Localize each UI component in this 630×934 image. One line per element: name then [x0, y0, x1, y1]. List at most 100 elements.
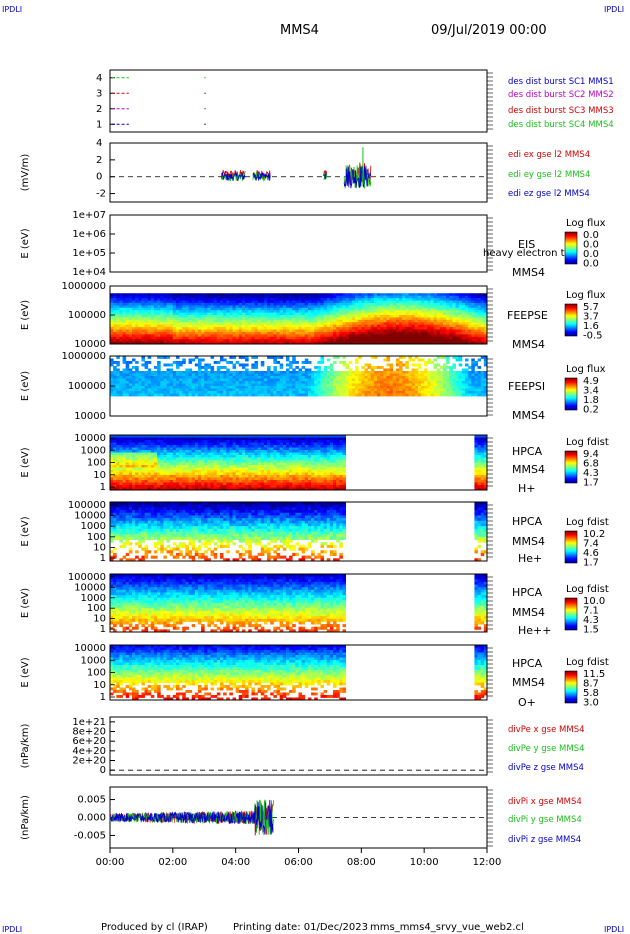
- heatmap-cell: [163, 305, 167, 309]
- heatmap-cell: [172, 327, 177, 330]
- heatmap-cell: [358, 312, 362, 316]
- heatmap-cell: [144, 341, 149, 345]
- heatmap-cell: [436, 356, 441, 359]
- heatmap-cell: [131, 480, 136, 483]
- heatmap-cell: [320, 341, 325, 345]
- heatmap-cell: [182, 373, 186, 377]
- heatmap-cell: [135, 317, 139, 321]
- heatmap-cell: [314, 381, 318, 384]
- heatmap-cell: [323, 322, 328, 326]
- heatmap-cell: [458, 327, 463, 330]
- heatmap-cell: [172, 440, 177, 443]
- heatmap-cell: [238, 373, 243, 377]
- heatmap-cell: [141, 378, 145, 382]
- heatmap-cell: [311, 317, 315, 321]
- feepsi-colorbar-tick: 3.4: [583, 386, 599, 397]
- heatmap-cell: [116, 445, 120, 448]
- heatmap-cell: [119, 319, 123, 323]
- heatmap-cell: [326, 381, 331, 384]
- heatmap-cell: [248, 300, 252, 304]
- heatmap-cell: [226, 307, 230, 311]
- heatmap-cell: [458, 334, 463, 338]
- heatmap-cell: [131, 300, 136, 304]
- heatmap-cell: [138, 470, 142, 473]
- heatmap-cell: [135, 472, 139, 476]
- heatmap-cell: [122, 312, 127, 316]
- heatmap-cell: [452, 386, 456, 389]
- heatmap-cell: [298, 302, 303, 306]
- heatmap-cell: [229, 336, 233, 340]
- heatmap-cell: [424, 324, 428, 328]
- heatmap-cell: [116, 472, 120, 476]
- heatmap-cell: [408, 317, 412, 321]
- heatmap-cell: [402, 317, 406, 321]
- heatmap-cell: [166, 319, 171, 323]
- heatmap-cell: [285, 298, 290, 301]
- heatmap-cell: [471, 386, 475, 389]
- heatmap-cell: [223, 470, 227, 473]
- heatmap-cell: [223, 450, 227, 453]
- heatmap-cell: [433, 376, 438, 379]
- heatmap-cell: [383, 381, 387, 384]
- heatmap-cell: [427, 317, 431, 321]
- heatmap-cell: [314, 305, 318, 309]
- heatmap-cell: [270, 339, 274, 342]
- heatmap-cell: [245, 319, 249, 323]
- heatmap-cell: [471, 339, 475, 342]
- heatmap-cell: [455, 324, 460, 328]
- heatmap-cell: [138, 383, 142, 387]
- heatmap-cell: [135, 373, 139, 377]
- heatmap-cell: [452, 331, 456, 335]
- heatmap-cell: [433, 363, 438, 367]
- heatmap-cell: [191, 445, 196, 448]
- heatmap-cell: [411, 358, 416, 362]
- heatmap-cell: [116, 363, 120, 367]
- heatmap-cell: [311, 391, 315, 394]
- heatmap-cell: [251, 324, 255, 328]
- heatmap-cell: [113, 371, 117, 374]
- heatmap-cell: [389, 334, 394, 338]
- heatmap-cell: [245, 386, 249, 389]
- heatmap-cell: [260, 329, 265, 333]
- heatmap-cell: [333, 300, 337, 304]
- heatmap-cell: [339, 388, 343, 392]
- heatmap-cell: [483, 391, 488, 394]
- heatmap-cell: [326, 378, 331, 382]
- heatmap-cell: [113, 445, 117, 448]
- heatmap-cell: [254, 319, 259, 323]
- heatmap-cell: [110, 388, 114, 392]
- heatmap-cell: [216, 307, 221, 311]
- heatmap-cell: [480, 317, 485, 321]
- heatmap-cell: [141, 358, 145, 362]
- heatmap-cell: [311, 376, 315, 379]
- heatmap-cell: [392, 324, 397, 328]
- legend-entry: edi ex gse l2 MMS4: [508, 150, 590, 160]
- heatmap-cell: [348, 334, 353, 338]
- heatmap-cell: [144, 373, 149, 377]
- heatmap-cell: [241, 363, 246, 367]
- heatmap-cell: [257, 317, 262, 321]
- heatmap-cell: [439, 341, 444, 345]
- heatmap-cell: [219, 477, 224, 481]
- heatmap-cell: [317, 361, 321, 364]
- heatmap-cell: [421, 386, 425, 389]
- heatmap-cell: [122, 477, 127, 481]
- heatmap-cell: [465, 339, 469, 342]
- heatmap-cell: [439, 324, 444, 328]
- heatmap-cell: [483, 386, 488, 389]
- heatmap-cell: [144, 376, 149, 379]
- heatmap-cell: [157, 482, 161, 486]
- heatmap-cell: [446, 324, 450, 328]
- heatmap-cell: [131, 378, 136, 382]
- heatmap-cell: [455, 378, 460, 382]
- heatmap-cell: [153, 302, 158, 306]
- heatmap-cell: [116, 475, 120, 478]
- heatmap-cell: [439, 329, 444, 333]
- heatmap-cell: [289, 339, 293, 342]
- heatmap-cell: [405, 298, 409, 301]
- heatmap-cell: [185, 386, 189, 389]
- heatmap-cell: [125, 480, 130, 483]
- heatmap-cell: [191, 293, 196, 297]
- heatmap-cell: [125, 295, 130, 299]
- heatmap-cell: [226, 386, 230, 389]
